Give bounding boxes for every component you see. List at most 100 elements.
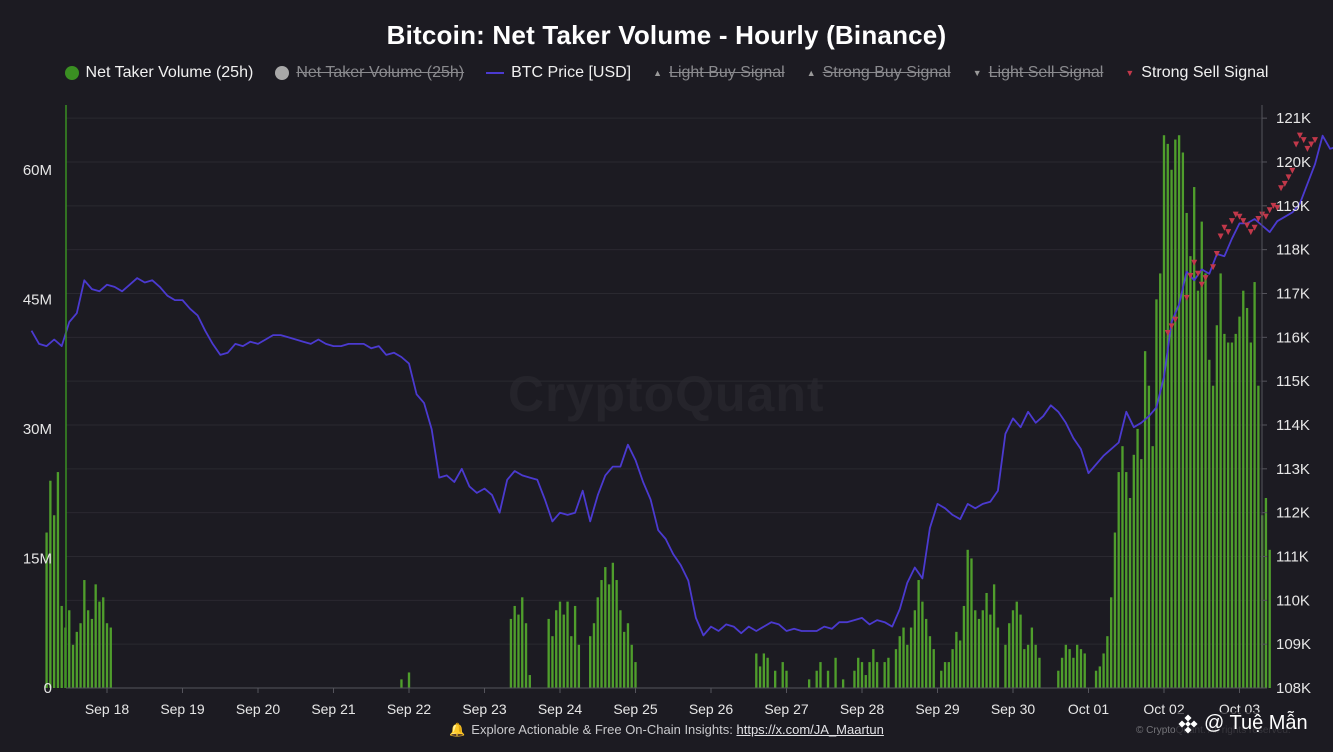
left-tick-label: 60M [23,162,52,179]
volume-bar [1076,644,1079,688]
strong-sell-marker [1247,229,1254,236]
strong-sell-marker [1285,174,1292,181]
volume-bar [75,631,78,688]
credit-text: @ Tuệ Mẫn [1204,712,1308,734]
volume-bar [913,610,917,688]
volume-bar [1227,342,1230,688]
volume-bar [551,636,554,688]
volume-bar [68,610,71,688]
x-tick-label: Sep 25 [613,701,658,717]
legend-dot-icon [64,66,79,80]
volume-bar [1121,446,1124,688]
footer-link[interactable]: https://x.com/JA_Maartun [736,722,884,737]
volume-bar [940,670,943,688]
volume-bar [1030,627,1034,688]
volume-bar [1174,139,1177,688]
volume-bar [758,666,762,688]
volume-bar [917,580,920,688]
volume-bar [1015,601,1018,688]
volume-bar [1204,273,1207,688]
strong-sell-marker [1225,229,1232,236]
right-tick-label: 110K [1276,592,1310,609]
legend-item[interactable]: ▼ Strong Sell Signal [1125,64,1268,82]
legend-label: Light Buy Signal [669,64,785,81]
volume-bar [1060,657,1064,688]
left-tick-label: 45M [23,291,52,308]
legend-item[interactable]: Net Taker Volume (25h) [275,64,464,82]
legend-label: Strong Buy Signal [822,64,951,81]
volume-bar [864,675,867,688]
volume-bar [528,675,531,688]
volume-bar [83,580,86,688]
volume-bar [785,670,788,688]
triangle-down-icon: ▼ [1125,67,1135,78]
strong-sell-marker [1217,233,1224,240]
volume-bar [607,584,611,688]
x-tick-label: Sep 22 [387,701,432,717]
strong-sell-marker [1251,224,1258,231]
legend-item[interactable]: ▲ Light Buy Signal [653,64,785,82]
volume-bar [1193,187,1196,688]
triangle-up-icon: ▲ [653,67,663,78]
strong-sell-marker [1304,145,1311,152]
volume-bar [1106,636,1109,688]
x-tick-label: Sep 19 [160,701,205,717]
volume-bar [974,610,977,688]
x-tick-label: Sep 18 [85,701,130,717]
x-tick-label: Sep 26 [689,701,734,717]
volume-bar [932,649,935,688]
x-tick-label: Sep 30 [991,701,1036,717]
right-tick-label: 109K [1276,636,1311,653]
volume-bar [955,631,958,688]
legend-label: Net Taker Volume (25h) [85,64,254,81]
volume-bar [64,627,67,688]
volume-bar [1181,152,1185,688]
legend-item[interactable]: BTC Price [USD] [486,64,631,82]
volume-bar [1064,644,1068,688]
volume-bar [834,657,837,688]
chart-legend: Net Taker Volume (25h) Net Taker Volume (… [0,64,1333,82]
volume-bar [1215,325,1219,688]
volume-bar [1004,644,1007,688]
right-tick-label: 118K [1276,242,1310,259]
volume-bar [962,605,966,688]
volume-bar [558,601,562,688]
volume-bar [1136,428,1139,688]
volume-bar [513,605,516,688]
legend-item[interactable]: ▼ Light Sell Signal [973,64,1104,82]
volume-bar [521,597,524,688]
volume-bar [1162,135,1166,689]
volume-bar [566,601,569,688]
right-tick-label: 112K [1276,505,1310,522]
volume-bar [1113,532,1117,688]
right-tick-label: 121K [1276,110,1311,127]
volume-bar [1260,515,1264,688]
volume-bar [1264,497,1268,688]
volume-bar [977,618,981,688]
volume-bar [1019,614,1022,688]
volume-bar [1083,653,1086,688]
strong-sell-marker [1240,218,1247,225]
volume-bar [909,627,913,688]
volume-bar [1151,446,1154,688]
volume-bar [762,653,766,688]
strong-sell-marker [1164,329,1171,336]
volume-bar [951,649,954,688]
volume-bar [90,618,94,688]
volume-bar [1230,342,1234,688]
volume-bar [981,610,984,688]
legend-item[interactable]: ▲ Strong Buy Signal [807,64,951,82]
strong-sell-marker [1266,207,1273,214]
strong-sell-marker [1274,205,1281,212]
volume-bar [109,627,112,688]
volume-bar [1185,212,1188,689]
legend-item[interactable]: Net Taker Volume (25h) [64,64,254,82]
volume-bar [1140,459,1143,688]
legend-dot-icon [275,66,290,80]
volume-bar [1208,359,1211,688]
volume-bar [596,597,599,688]
volume-bar [943,662,947,688]
strong-sell-marker [1289,167,1296,174]
footer: 🔔 Explore Actionable & Free On-Chain Insi… [0,722,1333,738]
volume-bar [857,657,860,688]
